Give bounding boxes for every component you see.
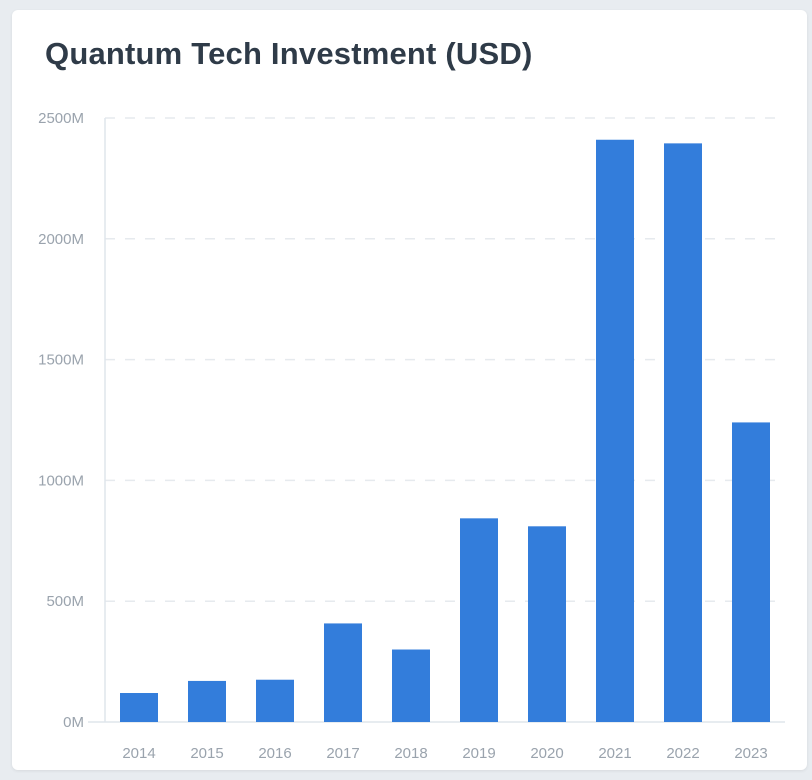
x-tick-label: 2019 [462,745,495,762]
bar-2016 [256,679,294,722]
bar-2023 [732,422,770,722]
x-tick-label: 2020 [530,745,563,762]
x-tick-label: 2023 [734,745,767,762]
x-tick-label: 2015 [190,745,223,762]
x-tick-label: 2014 [122,745,155,762]
x-tick-label: 2021 [598,745,631,762]
bar-2019 [460,518,498,722]
chart-title: Quantum Tech Investment (USD) [45,36,533,71]
bar-2015 [188,680,226,722]
y-tick-label: 0M [63,714,84,731]
bars [120,139,770,723]
x-tick-label: 2022 [666,745,699,762]
y-tick-label: 1500M [38,352,84,369]
y-tick-label: 500M [46,593,84,610]
y-tick-label: 2000M [38,231,84,248]
y-tick-label: 1000M [38,472,84,489]
x-tick-label: 2016 [258,745,291,762]
bar-2014 [120,693,158,722]
x-tick-label: 2017 [326,745,359,762]
y-axis-ticks: 0M 500M 1000M 1500M 2000M 2500M [38,110,84,731]
bar-2018 [392,649,430,722]
x-axis-ticks: 2014 2015 2016 2017 2018 2019 2020 2021 2022 2023 [122,745,767,762]
bar-2021 [596,139,634,722]
bar-2017 [324,623,362,722]
y-tick-label: 2500M [38,110,84,127]
bar-2020 [528,526,566,722]
x-tick-label: 2018 [394,745,427,762]
bar-2022 [664,143,702,723]
